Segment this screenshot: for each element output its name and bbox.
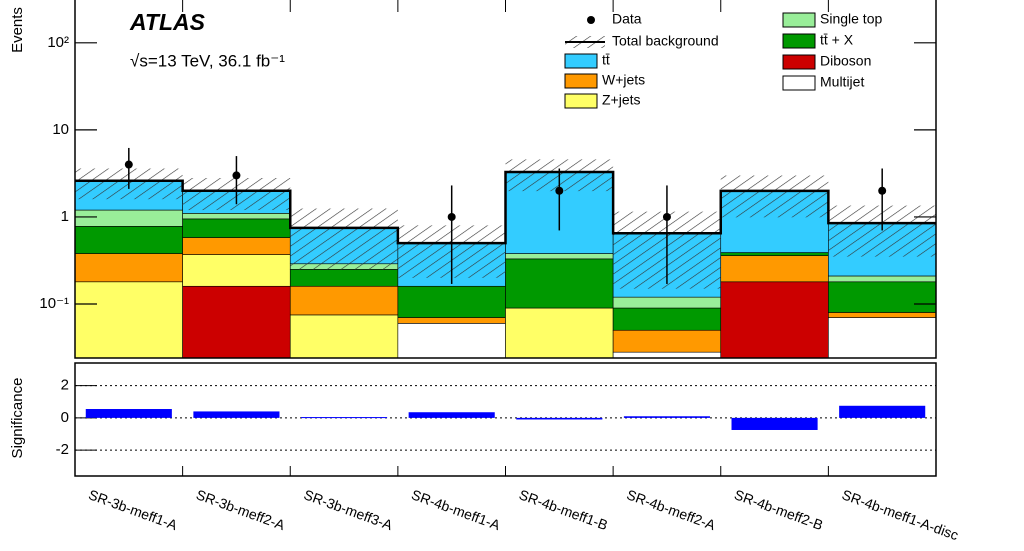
significance-bar xyxy=(301,417,388,419)
x-tick-label: SR-3b-meff3-A xyxy=(302,486,396,533)
significance-bar xyxy=(408,412,495,418)
x-tick-label: SR-3b-meff1-A xyxy=(87,486,181,533)
legend-data-marker xyxy=(587,16,595,24)
stack-segment xyxy=(74,281,183,359)
y-axis-label: Significance xyxy=(9,378,26,459)
significance-bar xyxy=(85,409,172,418)
legend-label: tt̄ + X xyxy=(820,32,854,48)
uncertainty-band xyxy=(290,208,398,270)
legend-swatch xyxy=(782,33,816,49)
legend-label: tt̄ xyxy=(602,52,610,68)
x-tick-label: SR-4b-meff1-B xyxy=(517,486,610,533)
stack-segment xyxy=(612,351,722,359)
stack-segment xyxy=(505,258,614,309)
significance-bar xyxy=(731,417,818,430)
legend-label: Multijet xyxy=(820,74,864,90)
legend-swatch xyxy=(782,75,816,91)
stack-segment xyxy=(182,218,291,238)
legend-label: Total background xyxy=(612,33,719,49)
ratio-frame xyxy=(74,362,937,477)
stack-segment xyxy=(828,312,937,318)
legend-swatch xyxy=(782,12,816,28)
stack-segment xyxy=(612,296,722,309)
stack-segment xyxy=(289,314,399,359)
legend-swatch xyxy=(564,73,598,89)
stack-segment xyxy=(828,281,937,313)
stack-segment xyxy=(182,254,291,287)
legend-swatch xyxy=(564,53,598,69)
stack-segment xyxy=(397,317,506,324)
stack-segment xyxy=(828,317,937,359)
stack-segment xyxy=(397,285,506,318)
legend-label: Single top xyxy=(820,11,882,27)
y-tick-label: 0 xyxy=(61,409,69,426)
data-point xyxy=(662,212,671,221)
stack-segment xyxy=(289,269,399,287)
legend-label: Diboson xyxy=(820,53,871,69)
stack-segment xyxy=(182,237,291,255)
data-point xyxy=(124,160,133,169)
stack-segment xyxy=(74,253,183,283)
stack-segment xyxy=(720,252,829,256)
plot-frame xyxy=(74,0,937,359)
significance-bar xyxy=(516,417,603,420)
stack-segment xyxy=(182,285,291,359)
x-tick-label: SR-4b-meff2-B xyxy=(732,486,825,533)
stack-segment xyxy=(505,307,614,359)
experiment-label: ATLAS xyxy=(129,9,206,35)
stack-segment xyxy=(74,226,183,254)
y-axis-label: Events xyxy=(9,7,26,53)
y-tick-label: 10² xyxy=(47,34,69,51)
stack-segment xyxy=(182,213,291,220)
data-point xyxy=(878,186,887,195)
legend-label: Data xyxy=(612,11,642,27)
stack-segment xyxy=(612,307,722,331)
y-tick-label: 10 xyxy=(52,121,69,138)
stack-segment xyxy=(720,255,829,283)
x-tick-label: SR-4b-meff1-A xyxy=(409,486,503,533)
stack-segment xyxy=(612,329,722,353)
significance-bar xyxy=(193,411,280,418)
y-tick-label: 2 xyxy=(61,377,69,394)
y-tick-label: 1 xyxy=(61,208,69,225)
legend-swatch xyxy=(564,93,598,109)
stack-segment xyxy=(74,209,183,227)
significance-bar xyxy=(623,416,710,418)
x-tick-label: SR-4b-meff2-A xyxy=(625,486,719,533)
y-tick-label: -2 xyxy=(56,441,69,458)
data-point xyxy=(447,212,456,221)
uncertainty-band xyxy=(720,175,829,218)
significance-bar xyxy=(839,405,926,418)
stack-segment xyxy=(397,323,506,359)
y-tick-label: 10⁻¹ xyxy=(39,295,69,312)
data-point xyxy=(232,171,241,180)
energy-label: √s=13 TeV, 36.1 fb⁻¹ xyxy=(130,51,285,70)
x-tick-label: SR-3b-meff2-A xyxy=(194,486,288,533)
stack-segment xyxy=(289,285,399,316)
stack-segment xyxy=(505,253,614,260)
x-tick-label: SR-4b-meff1-A-disc xyxy=(840,486,961,543)
data-point xyxy=(555,186,564,195)
legend-swatch xyxy=(782,54,816,70)
stack-segment xyxy=(720,281,829,359)
stack-segment xyxy=(828,275,937,283)
legend-label: W+jets xyxy=(602,72,645,88)
legend-label: Z+jets xyxy=(602,92,641,108)
